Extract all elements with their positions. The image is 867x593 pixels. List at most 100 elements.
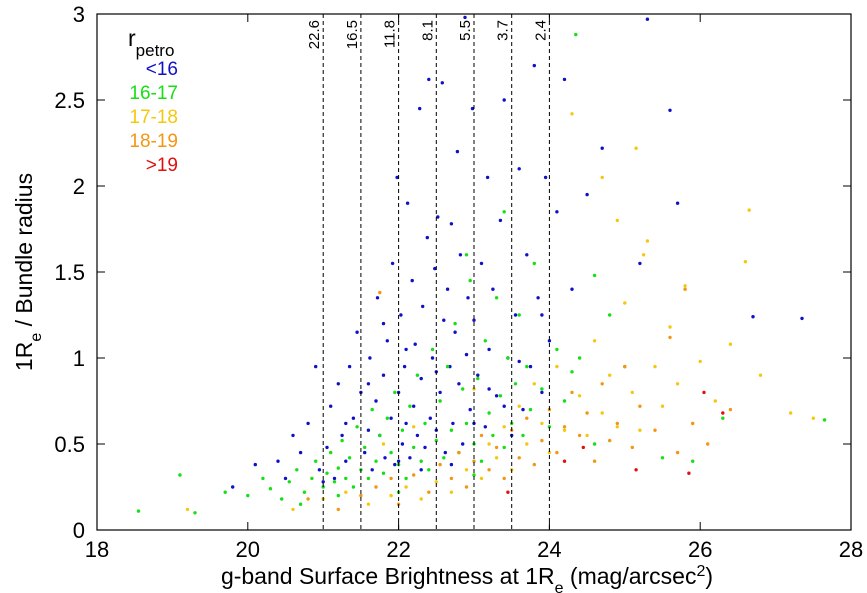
data-point: [400, 428, 405, 432]
data-point: [585, 433, 589, 438]
data-point: [423, 421, 427, 426]
data-point: [691, 459, 695, 463]
data-point: [562, 399, 567, 403]
data-point: [178, 473, 182, 477]
x-tick-label: 18: [85, 537, 109, 562]
legend-entry: 18-19: [129, 131, 178, 152]
data-point: [668, 335, 672, 340]
data-point: [532, 63, 536, 68]
data-point: [536, 296, 540, 300]
data-point: [464, 421, 469, 426]
data-point: [675, 382, 680, 386]
data-point: [562, 459, 567, 463]
data-point: [413, 342, 417, 346]
data-point: [660, 404, 665, 408]
y-tick-label: 0.5: [54, 432, 85, 457]
data-point: [751, 315, 755, 319]
data-point: [555, 364, 559, 369]
data-point: [449, 428, 454, 432]
data-point: [351, 416, 356, 420]
data-point: [461, 387, 465, 391]
data-point: [438, 390, 442, 395]
data-point: [438, 399, 442, 403]
data-point: [253, 462, 257, 467]
data-point: [555, 210, 559, 214]
data-point: [359, 493, 363, 498]
data-point: [428, 416, 432, 420]
x-tick-label: 20: [236, 537, 260, 562]
data-point: [525, 253, 529, 257]
data-point: [517, 359, 521, 364]
data-point: [453, 321, 457, 326]
data-point: [412, 473, 416, 477]
data-point: [494, 456, 499, 460]
data-point: [419, 468, 423, 472]
data-point: [425, 235, 429, 240]
data-point: [476, 376, 480, 381]
data-point: [528, 364, 533, 369]
data-point: [458, 253, 463, 257]
data-point: [555, 450, 559, 455]
reference-line-label: 3.7: [495, 20, 512, 41]
data-point: [513, 313, 518, 317]
data-point: [540, 438, 544, 443]
axis-ticks: 18 20 22 24 26 28 0 0.5 1 1.5 2 2.5 3: [54, 2, 863, 562]
data-point: [332, 476, 337, 481]
data-point: [645, 239, 650, 243]
data-point: [347, 364, 352, 369]
data-point: [585, 192, 589, 197]
data-point: [540, 421, 544, 426]
data-point: [363, 445, 367, 450]
data-point: [562, 428, 567, 432]
data-point: [517, 167, 521, 171]
data-points: [136, 15, 827, 515]
reference-line-label: 22.6: [306, 20, 323, 49]
x-tick-label: 22: [386, 537, 410, 562]
data-point: [347, 456, 352, 460]
data-point: [464, 352, 469, 357]
data-point: [463, 15, 467, 20]
data-point: [268, 487, 273, 491]
data-point: [600, 146, 604, 150]
data-point: [325, 445, 329, 450]
data-point: [653, 428, 657, 432]
data-point: [340, 433, 344, 438]
data-point: [368, 356, 372, 360]
data-point: [543, 175, 548, 180]
data-point: [381, 471, 386, 475]
data-point: [470, 106, 475, 111]
data-point: [396, 459, 401, 463]
data-point: [317, 468, 322, 472]
y-tick-label: 1.5: [54, 260, 85, 285]
data-point: [562, 425, 567, 429]
data-point: [464, 468, 469, 472]
data-point: [487, 387, 491, 391]
data-point: [638, 428, 642, 432]
data-point: [653, 364, 657, 369]
data-point: [525, 416, 529, 420]
data-point: [532, 261, 536, 266]
data-point: [404, 485, 408, 489]
x-axis-title: g-band Surface Brightness at 1Re (mag/ar…: [221, 563, 713, 593]
data-point: [314, 364, 318, 369]
data-point: [615, 218, 619, 223]
data-point: [283, 476, 288, 481]
data-point: [577, 356, 582, 360]
data-point: [721, 411, 725, 415]
data-point: [298, 450, 303, 455]
data-point: [506, 356, 510, 360]
x-tick-label: 28: [839, 537, 863, 562]
data-point: [555, 347, 559, 352]
data-point: [547, 450, 552, 455]
data-point: [419, 376, 423, 381]
data-point: [494, 394, 499, 398]
data-point: [344, 490, 348, 494]
y-tick-label: 3: [73, 2, 85, 27]
y-tick-label: 2.5: [54, 88, 85, 113]
legend-entry: <16: [146, 59, 178, 80]
data-point: [306, 497, 310, 501]
data-point: [310, 476, 314, 481]
data-point: [381, 373, 386, 377]
data-point: [185, 507, 190, 512]
